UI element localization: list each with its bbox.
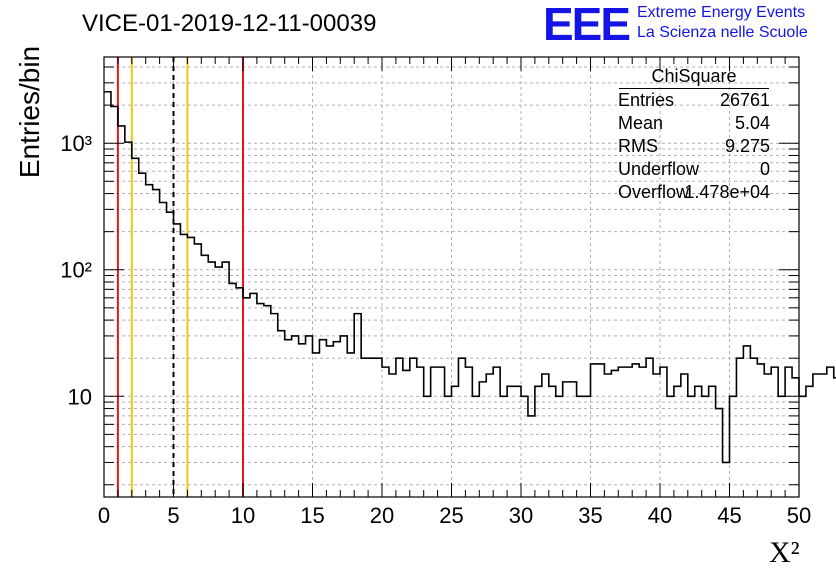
x-tick-label: 40 (648, 503, 672, 528)
stats-row: Underflow 0 (611, 158, 777, 181)
marker-lines (116, 57, 244, 497)
stats-value: 9.275 (724, 136, 770, 156)
chart-title: VICE-01-2019-12-11-00039 (82, 10, 377, 37)
stats-box: ChiSquare Entries 26761 Mean 5.04 RMS 9.275… (611, 64, 777, 204)
stats-value: 0 (759, 159, 770, 179)
x-tick-label: 0 (98, 503, 110, 528)
x-tick-label: 35 (578, 503, 602, 528)
axis-ticks: 0 5 10 15 20 25 30 35 40 45 50 10 10² 10³ (60, 57, 811, 528)
x-tick-label: 15 (300, 503, 324, 528)
stats-value: 5.04 (734, 113, 770, 133)
stats-row: Mean 5.04 (611, 112, 777, 135)
brand-line-2: La Scienza nelle Scuole (637, 24, 808, 41)
stats-label: Overflow (618, 182, 690, 202)
x-tick-label: 50 (787, 503, 811, 528)
y-tick-label: 10 (68, 384, 92, 409)
stats-label: Underflow (618, 159, 700, 179)
stats-label: Entries (618, 90, 675, 110)
stats-row: RMS 9.275 (611, 135, 777, 158)
histogram-outline (104, 90, 836, 464)
x-axis-label: X² (769, 536, 800, 569)
x-tick-label: 25 (439, 503, 463, 528)
x-tick-label: 45 (717, 503, 741, 528)
stats-value: 1.478e+04 (684, 182, 770, 202)
y-tick-label: 10² (60, 258, 92, 283)
eee-logo: EEE (543, 0, 631, 50)
stats-label: Mean (618, 113, 664, 133)
stats-value: 26761 (719, 90, 770, 110)
stats-row: Entries 26761 (611, 89, 777, 112)
brand-line-1: Extreme Energy Events (637, 4, 806, 21)
y-tick-label: 10³ (60, 131, 92, 156)
x-tick-label: 30 (509, 503, 533, 528)
x-tick-label: 20 (370, 503, 394, 528)
y-axis-label: Entries/bin (14, 45, 45, 179)
x-tick-label: 5 (167, 503, 179, 528)
stats-name: ChiSquare (619, 64, 769, 89)
histogram (104, 90, 836, 464)
stats-label: RMS (618, 136, 658, 156)
stats-row: Overflow 1.478e+04 (611, 181, 777, 204)
x-tick-label: 10 (231, 503, 255, 528)
grid-lines (104, 57, 799, 497)
